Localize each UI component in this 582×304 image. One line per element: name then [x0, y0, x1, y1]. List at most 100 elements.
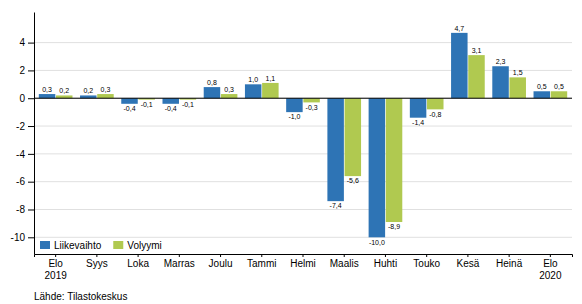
tick: Helmi	[290, 254, 316, 269]
tick-mark	[28, 237, 34, 238]
tick-label-line: 2020	[539, 270, 562, 281]
tick-mark	[303, 254, 304, 257]
x-axis: Elo2019SyysLokaMarrasJouluTammiHelmiMaal…	[35, 254, 573, 281]
tick-label: 0	[19, 93, 25, 104]
data-label: 0,5	[554, 83, 564, 90]
data-label: 1,1	[265, 75, 275, 82]
tick: Heinä	[496, 254, 523, 269]
tick-mark	[28, 70, 34, 71]
tick-label-line: Joulu	[209, 258, 233, 269]
bar	[534, 91, 550, 98]
bar	[303, 98, 319, 102]
data-label: -5,6	[347, 177, 359, 184]
tick-mark	[28, 182, 34, 183]
tick-mark	[138, 254, 139, 257]
legend-item: Liikevaihto	[40, 240, 102, 251]
bar	[345, 98, 361, 176]
data-label: -0,8	[429, 111, 441, 118]
tick: Loka	[127, 254, 149, 269]
bar	[262, 83, 278, 98]
grid-line	[34, 181, 572, 182]
tick: Marras	[164, 254, 195, 269]
chart-container: 0,30,2-0,4-0,40,81,0-1,0-7,4-10,0-1,44,7…	[0, 0, 582, 304]
tick-label: 4	[19, 37, 25, 48]
data-label: -0,1	[141, 101, 153, 108]
bar	[509, 77, 525, 98]
data-label: -0,4	[165, 105, 177, 112]
grid-line	[34, 42, 572, 43]
legend: Liikevaihto Volyymi	[40, 240, 162, 251]
grid-line	[34, 153, 572, 154]
tick-mark	[28, 98, 34, 99]
data-label: 0,3	[101, 86, 111, 93]
data-label: 1,5	[513, 69, 523, 76]
tick: Kesä	[457, 254, 480, 269]
bar	[427, 98, 443, 109]
tick-mark	[220, 254, 221, 257]
tick: -8	[16, 204, 34, 215]
axis-line	[35, 255, 573, 258]
bar	[221, 94, 237, 98]
tick-label-line: Elo	[543, 258, 558, 269]
tick-label: -10	[11, 232, 26, 243]
tick-mark	[509, 254, 510, 257]
bar	[410, 98, 426, 117]
data-label: -10,0	[369, 239, 385, 246]
tick-label: Touko	[413, 258, 440, 269]
data-label: -1,0	[288, 113, 300, 120]
bar	[204, 87, 220, 98]
tick-label-line: Kesä	[457, 258, 480, 269]
tick-mark	[344, 254, 345, 257]
bar	[492, 66, 508, 98]
tick-mark	[28, 43, 34, 44]
bar-series	[56, 55, 567, 222]
tick: Touko	[413, 254, 440, 269]
data-label: -8,9	[388, 223, 400, 230]
bar	[121, 98, 137, 104]
tick-label-line: Marras	[164, 258, 195, 269]
data-label: 4,7	[454, 25, 464, 32]
tick: -6	[16, 176, 34, 187]
grid-line	[34, 126, 572, 127]
tick-label: Tammi	[247, 258, 276, 269]
tick-mark	[385, 254, 386, 257]
tick-mark	[550, 254, 551, 257]
tick: Elo2020	[539, 254, 562, 281]
legend-label: Liikevaihto	[54, 240, 102, 251]
data-label: -0,4	[123, 105, 135, 112]
data-label: 0,5	[537, 83, 547, 90]
tick-label: -8	[16, 204, 25, 215]
tick-mark	[28, 154, 34, 155]
tick-label: Helmi	[290, 258, 316, 269]
zero-line	[34, 98, 572, 99]
tick-mark	[467, 254, 468, 257]
bar	[39, 94, 55, 98]
legend-swatch	[40, 241, 50, 249]
tick-label: Joulu	[209, 258, 233, 269]
data-label: 0,2	[59, 87, 69, 94]
tick-label: Maalis	[330, 258, 359, 269]
tick-label: Heinä	[496, 258, 523, 269]
bar	[369, 98, 385, 237]
data-label: 3,1	[472, 47, 482, 54]
tick: 2	[19, 65, 34, 76]
data-label: 0,3	[42, 86, 52, 93]
tick-mark	[28, 126, 34, 127]
tick-mark	[55, 254, 56, 257]
tick-mark	[96, 254, 97, 257]
tick: -10	[11, 232, 34, 243]
data-label: 2,3	[496, 58, 506, 65]
data-labels: 0,30,2-0,4-0,40,81,0-1,0-7,4-10,0-1,44,7…	[42, 25, 564, 246]
bar	[451, 33, 467, 98]
bar	[468, 55, 484, 98]
chart-svg: 0,30,2-0,4-0,40,81,0-1,0-7,4-10,0-1,44,7…	[0, 0, 582, 304]
data-label: -0,3	[306, 104, 318, 111]
tick: Maalis	[330, 254, 359, 269]
tick: -2	[16, 121, 34, 132]
tick-label-line: Touko	[413, 258, 440, 269]
annotation: Lähde: Tilastokeskus	[34, 291, 127, 302]
data-label: 0,3	[224, 86, 234, 93]
legend-label: Volyymi	[127, 240, 161, 251]
tick: Tammi	[247, 254, 276, 269]
grid	[34, 43, 572, 238]
